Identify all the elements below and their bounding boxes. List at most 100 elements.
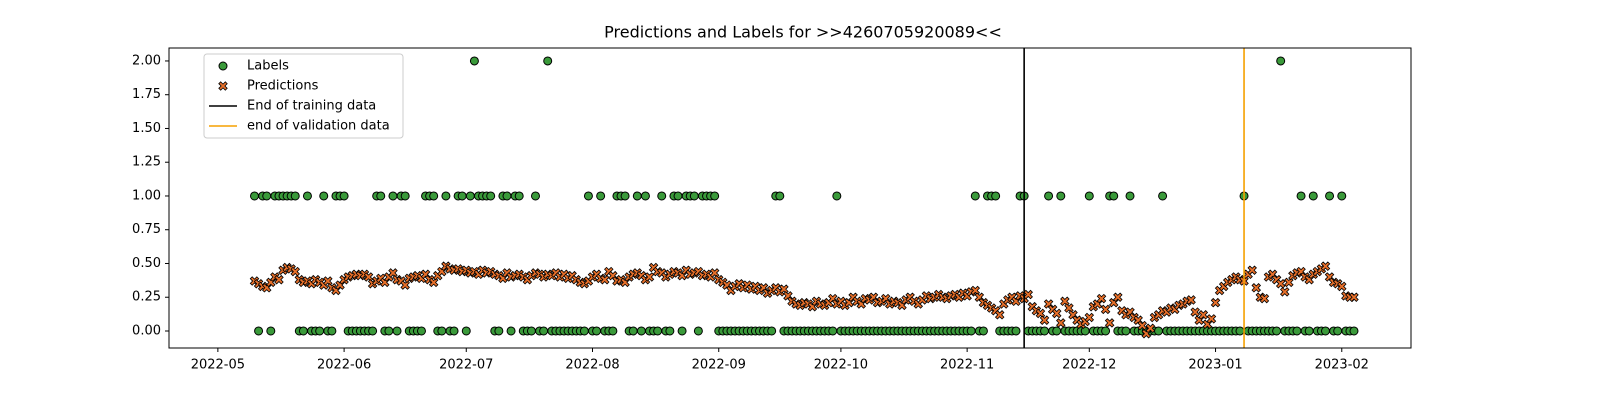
x-tick-label: 2022-05 [191, 358, 245, 373]
y-tick-label: 0.25 [132, 290, 161, 305]
data-point [767, 326, 777, 336]
data-point [994, 310, 1005, 320]
y-tick-label: 0.75 [132, 222, 161, 237]
data-point [1337, 281, 1347, 292]
legend-box [203, 53, 404, 139]
legend-label: End of training data [247, 99, 376, 114]
y-tick-label: 1.75 [132, 87, 161, 102]
data-point [1154, 326, 1164, 336]
x-tick-label: 2022-08 [565, 358, 619, 373]
data-point [298, 326, 308, 336]
data-point [1096, 293, 1107, 304]
data-point [1349, 292, 1359, 302]
legend-marker [218, 81, 228, 91]
data-point [441, 191, 451, 201]
data-point [502, 191, 512, 201]
data-point [1064, 303, 1074, 313]
data-point [437, 326, 447, 336]
data-point [323, 276, 333, 286]
data-point [392, 326, 402, 336]
data-point [1206, 314, 1217, 324]
data-point [970, 285, 981, 296]
chart-title: Predictions and Labels for >>42607059200… [604, 23, 1002, 42]
y-tick-label: 0.00 [132, 323, 161, 338]
y-tick-label: 2.00 [132, 53, 161, 68]
y-tick-label: 1.50 [132, 121, 161, 136]
data-point [1080, 326, 1090, 336]
data-point [1051, 308, 1062, 319]
data-point [1251, 283, 1262, 293]
data-point [1121, 326, 1131, 336]
data-point [416, 326, 426, 336]
data-point [1084, 191, 1094, 201]
data-point [689, 191, 699, 201]
data-point [1325, 191, 1335, 201]
data-point [1284, 277, 1294, 288]
data-point [1210, 297, 1221, 308]
data-point [583, 191, 593, 201]
data-point [1276, 56, 1286, 66]
x-tick-label: 2022-09 [692, 358, 746, 373]
data-point [620, 191, 630, 201]
data-point [599, 274, 610, 285]
data-point [315, 326, 325, 336]
plot-frame [168, 47, 1412, 349]
data-point [388, 191, 398, 201]
data-point [290, 191, 300, 201]
x-tick-label: 2022-12 [1062, 358, 1116, 373]
data-point [486, 191, 496, 201]
data-point [1272, 326, 1282, 336]
data-point [400, 191, 410, 201]
data-point [1333, 326, 1343, 336]
data-point [262, 191, 272, 201]
x-tick-label: 2022-10 [814, 358, 868, 373]
data-point [966, 326, 976, 336]
data-point [339, 191, 349, 201]
data-point [1145, 323, 1156, 334]
data-point [1292, 326, 1302, 336]
data-point [494, 326, 504, 336]
data-point [1113, 292, 1123, 302]
data-point [709, 268, 720, 278]
y-tick-label: 1.00 [132, 188, 161, 203]
data-point [530, 191, 540, 201]
data-point [1186, 295, 1196, 305]
data-point [693, 326, 703, 336]
data-point [274, 274, 284, 285]
data-point [1044, 191, 1054, 201]
data-point [640, 191, 650, 201]
data-point [514, 191, 524, 201]
data-point [1084, 312, 1095, 323]
data-point [779, 284, 789, 294]
data-point [653, 326, 663, 336]
data-point [1137, 320, 1148, 331]
data-point [1259, 293, 1270, 304]
data-point [1190, 307, 1200, 317]
data-point [290, 266, 301, 277]
data-point [539, 326, 549, 336]
data-point [469, 56, 479, 66]
data-point [400, 280, 410, 290]
data-point [596, 191, 606, 201]
data-point [1101, 326, 1111, 336]
x-tick-label: 2022-07 [439, 358, 493, 373]
data-point [506, 326, 516, 336]
data-point [978, 326, 988, 336]
data-point [1011, 326, 1021, 336]
data-point [1279, 287, 1290, 297]
data-point [636, 326, 646, 336]
data-point [384, 326, 394, 336]
data-point [429, 191, 439, 201]
data-point [991, 191, 1001, 201]
data-point [254, 326, 264, 336]
data-point [1040, 326, 1050, 336]
data-point [1100, 304, 1111, 315]
data-point [1296, 191, 1306, 201]
data-point [673, 191, 683, 201]
y-tick-label: 0.50 [132, 256, 161, 271]
data-point [302, 191, 312, 201]
data-point [644, 272, 655, 282]
x-tick-label: 2023-01 [1188, 358, 1242, 373]
data-point [710, 191, 720, 201]
data-point [1308, 191, 1318, 201]
